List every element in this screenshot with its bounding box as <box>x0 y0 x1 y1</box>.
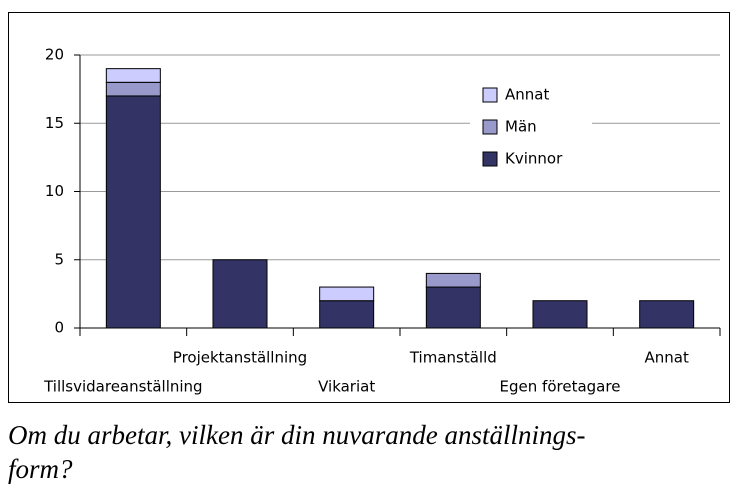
x-tick-label: Projektanställning <box>173 349 307 367</box>
legend-label: Annat <box>505 86 549 104</box>
legend-swatch <box>482 119 498 135</box>
y-tick-label: 5 <box>54 250 64 268</box>
x-tick-label: Egen företagare <box>500 378 621 396</box>
x-tick-label: Annat <box>644 349 688 367</box>
bar-segment <box>532 300 588 329</box>
y-tick-label: 20 <box>45 46 64 64</box>
bar-segment <box>319 300 375 329</box>
y-tick-label: 10 <box>45 182 64 200</box>
caption: Om du arbetar, vilken är din nuvarande a… <box>8 420 585 450</box>
legend-swatch <box>482 87 498 103</box>
frame <box>8 12 730 403</box>
legend-label: Kvinnor <box>505 150 563 168</box>
y-tick-label: 15 <box>45 114 64 132</box>
bar-segment <box>105 95 161 329</box>
legend-label: Män <box>505 118 537 136</box>
bar-segment <box>105 68 161 83</box>
legend-swatch <box>482 151 498 167</box>
y-tick-label: 0 <box>54 319 64 337</box>
bar-segment <box>105 81 161 97</box>
bar-segment <box>212 259 268 329</box>
bar-segment <box>425 286 481 329</box>
x-tick-label: Vikariat <box>318 378 375 396</box>
bar-segment <box>639 300 695 329</box>
bar-segment <box>319 286 375 302</box>
caption: form? <box>8 454 73 484</box>
bar-segment <box>425 272 481 288</box>
x-tick-label: Tillsvidareanställning <box>43 378 202 396</box>
x-tick-label: Timanställd <box>409 349 497 367</box>
